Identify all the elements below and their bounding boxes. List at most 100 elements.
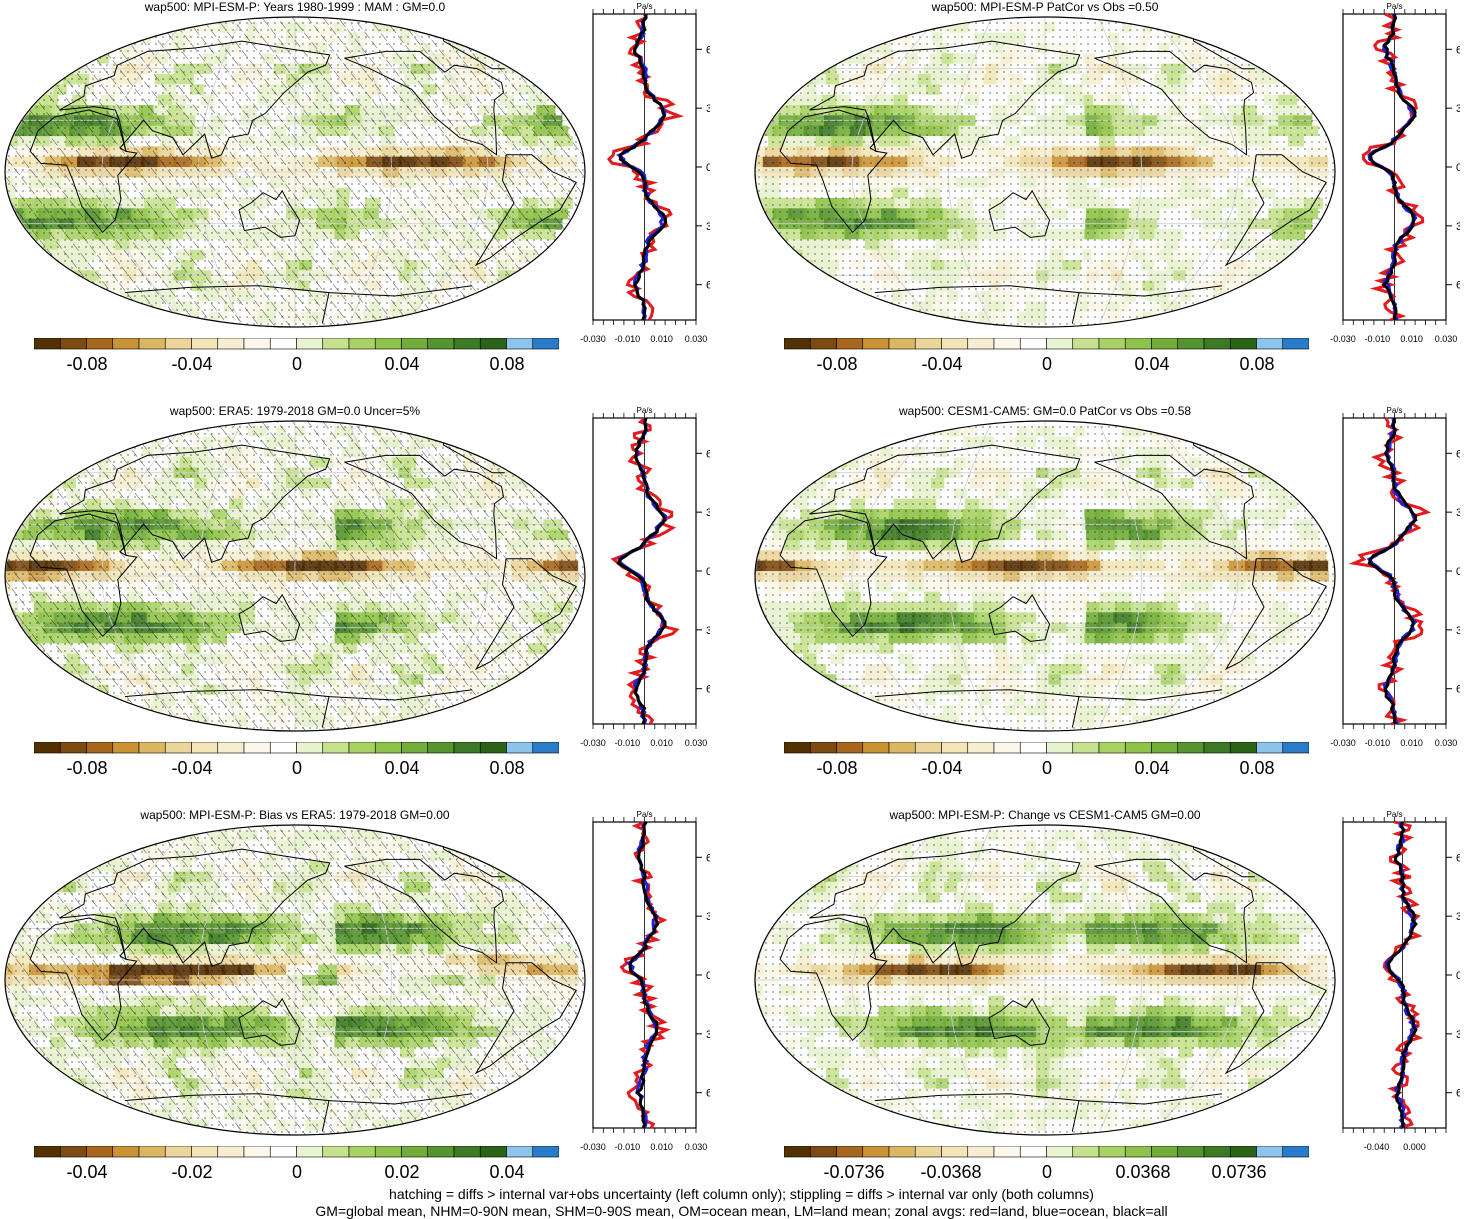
field-cell [110,33,129,44]
map-plot [0,418,590,736]
colorbar-swatch [270,742,296,753]
field-cell [120,301,139,312]
hatching-overlay [5,421,585,731]
field-cell [142,716,161,727]
field-cell [860,33,879,44]
colorbar-swatch [480,742,506,753]
map-plot [750,418,1340,736]
colorbar-swatch [1099,338,1125,349]
field-cell [113,426,132,437]
zonal-y-tick-label: 60S [706,280,710,292]
field-cell [1190,22,1209,33]
field-cell [892,426,911,437]
field-cell [430,830,449,841]
map-plot [0,822,590,1140]
colorbar-swatch [1152,338,1178,349]
panel: wap500: CESM1-CAM5: GM=0.0 PatCor vs Obs… [750,404,1483,804]
colorbar-label: 0.04 [1134,758,1169,778]
colorbar-swatch [810,742,836,753]
field-cell [99,437,118,448]
colorbar-swatch [1283,338,1309,349]
colorbar-swatch [1230,742,1256,753]
colorbar [34,742,559,754]
colorbar-swatch [1152,742,1178,753]
colorbar-swatch [218,742,244,753]
field-cell [421,716,440,727]
zonal-x-tick-label: -0.030 [1330,738,1356,748]
colorbar-swatch [34,742,60,753]
panel: wap500: MPI-ESM-P: Years 1980-1999 : MAM… [0,0,740,400]
colorbar-swatch [863,338,889,349]
colorbar-swatch [297,742,323,753]
field-cell [450,716,469,727]
field-cell [113,22,132,33]
colorbar-swatch [349,338,375,349]
colorbar-label: 0 [292,758,302,778]
field-cell [452,301,471,312]
colorbar-swatch [34,338,60,349]
colorbar-label: 0.08 [1239,354,1274,374]
colorbar [784,338,1309,350]
field-cell [151,22,170,33]
field-cell [421,312,440,323]
colorbar-swatch [1230,338,1256,349]
panel-title: wap500: CESM1-CAM5: GM=0.0 PatCor vs Obs… [750,404,1340,418]
field-cell [462,437,481,448]
colorbar-swatch [533,338,559,349]
field-cell [1171,426,1190,437]
field-cell [132,312,151,323]
field-cell [122,312,141,323]
field-cell [863,426,882,437]
zonal-x-tick-label: -0.010 [615,334,641,344]
colorbar-swatch [454,742,480,753]
colorbar-swatch [165,338,191,349]
field-cell [892,716,911,727]
colorbar-swatch [244,742,270,753]
zonal-x-tick-label: 0.030 [685,334,708,344]
zonal-y-tick-label: 60N [706,44,710,56]
field-cell [122,716,141,727]
zonal-y-tick-label: 30N [706,507,710,519]
field-cell [892,22,911,33]
colorbar-swatch [375,742,401,753]
colorbar-swatch [192,338,218,349]
field-cell [110,437,129,448]
colorbar-label: 0.08 [1239,758,1274,778]
colorbar-swatch [837,742,863,753]
map-plot [750,14,1340,332]
colorbar-label: 0.08 [489,758,524,778]
colorbar-label: -0.08 [816,758,857,778]
field-cell [110,841,129,852]
colorbar-swatch [507,742,533,753]
panel-title: wap500: MPI-ESM-P: Bias vs ERA5: 1979-20… [0,808,590,822]
colorbar-swatch [1047,742,1073,753]
field-cell [440,22,459,33]
field-cell [1212,705,1231,716]
field-cell [1171,716,1190,727]
field-cell [823,281,842,292]
colorbar-swatch [87,338,113,349]
colorbar-swatch [428,742,454,753]
colorbar-swatch [1204,338,1230,349]
zonal-x-tick-label: -0.030 [580,334,606,344]
zonal-x-tick-label: 0.010 [650,334,673,344]
colorbar-swatch [1099,742,1125,753]
panel: wap500: MPI-ESM-P: Bias vs ERA5: 1979-20… [0,808,740,1186]
field-cell [1202,301,1221,312]
colorbar-label: -0.08 [66,354,107,374]
colorbar-swatch [810,338,836,349]
colorbar-swatch [244,338,270,349]
field-cell [1202,705,1221,716]
colorbar-swatch [402,742,428,753]
colorbar-swatch [507,338,533,349]
field-cell [1180,716,1199,727]
field-cell [1200,426,1219,437]
zonal-curve-ocean [619,418,666,724]
field-cell [901,22,920,33]
colorbar-swatch [1073,742,1099,753]
zonal-y-tick-label: 30N [1456,103,1460,115]
field-cell [1200,22,1219,33]
field-cell [849,301,868,312]
